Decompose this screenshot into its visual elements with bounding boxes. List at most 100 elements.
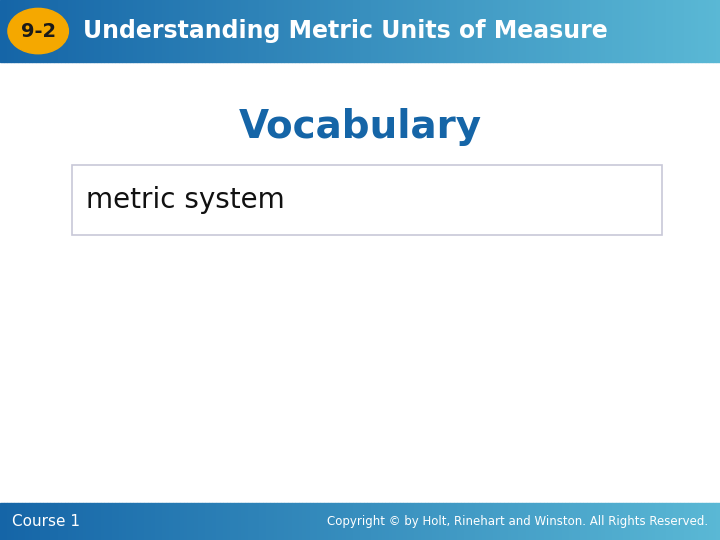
Bar <box>11 0 14 62</box>
Bar <box>295 503 299 540</box>
Text: Vocabulary: Vocabulary <box>238 108 482 146</box>
Bar <box>205 503 209 540</box>
Bar <box>551 503 554 540</box>
Bar <box>695 503 698 540</box>
Bar <box>76 503 79 540</box>
Bar <box>389 503 392 540</box>
Bar <box>4 0 7 62</box>
Bar <box>346 503 349 540</box>
Bar <box>569 0 572 62</box>
Bar <box>547 503 551 540</box>
Bar <box>223 0 227 62</box>
Bar <box>36 503 40 540</box>
Bar <box>490 503 493 540</box>
Bar <box>328 0 331 62</box>
Bar <box>569 503 572 540</box>
Bar <box>266 0 270 62</box>
Bar <box>572 503 576 540</box>
Bar <box>680 0 684 62</box>
Bar <box>292 0 295 62</box>
Bar <box>439 0 443 62</box>
Bar <box>338 0 342 62</box>
Bar <box>65 503 68 540</box>
Bar <box>587 0 590 62</box>
Bar <box>104 0 108 62</box>
Bar <box>529 503 533 540</box>
Bar <box>652 0 655 62</box>
Bar <box>439 503 443 540</box>
Bar <box>65 0 68 62</box>
Bar <box>234 0 238 62</box>
Bar <box>209 503 212 540</box>
Bar <box>637 0 641 62</box>
Bar <box>432 0 436 62</box>
Bar <box>112 503 115 540</box>
Bar <box>367 503 371 540</box>
Bar <box>400 0 403 62</box>
Bar <box>680 503 684 540</box>
Bar <box>58 0 61 62</box>
Bar <box>583 503 587 540</box>
Bar <box>392 0 396 62</box>
Bar <box>533 0 536 62</box>
Bar <box>356 503 360 540</box>
Bar <box>504 503 508 540</box>
Bar <box>605 503 608 540</box>
Bar <box>288 0 292 62</box>
Bar <box>32 0 36 62</box>
Bar <box>598 503 601 540</box>
Bar <box>619 503 623 540</box>
Bar <box>61 0 65 62</box>
Bar <box>230 0 234 62</box>
Bar <box>475 503 479 540</box>
Bar <box>652 503 655 540</box>
Bar <box>554 0 558 62</box>
Bar <box>558 503 562 540</box>
Bar <box>655 503 659 540</box>
Bar <box>331 0 335 62</box>
Bar <box>173 503 176 540</box>
Bar <box>616 503 619 540</box>
Bar <box>22 0 25 62</box>
Bar <box>364 503 367 540</box>
Bar <box>511 503 515 540</box>
Bar <box>562 503 565 540</box>
Bar <box>320 503 324 540</box>
Bar <box>522 0 526 62</box>
Bar <box>436 503 439 540</box>
Bar <box>666 503 670 540</box>
Bar <box>601 0 605 62</box>
Bar <box>259 0 263 62</box>
Bar <box>94 503 97 540</box>
Bar <box>166 503 169 540</box>
Bar <box>122 0 126 62</box>
Bar <box>634 0 637 62</box>
Bar <box>425 503 428 540</box>
Bar <box>169 0 173 62</box>
Text: metric system: metric system <box>86 186 285 214</box>
Bar <box>295 0 299 62</box>
Bar <box>83 0 86 62</box>
Bar <box>176 0 180 62</box>
Bar <box>641 503 644 540</box>
Bar <box>540 0 544 62</box>
Bar <box>97 503 101 540</box>
Bar <box>83 503 86 540</box>
Bar <box>666 0 670 62</box>
Bar <box>554 503 558 540</box>
Bar <box>104 503 108 540</box>
Bar <box>547 0 551 62</box>
Bar <box>396 503 400 540</box>
Bar <box>590 0 594 62</box>
Bar <box>151 503 155 540</box>
Bar <box>176 503 180 540</box>
Bar <box>230 503 234 540</box>
Bar <box>594 503 598 540</box>
Bar <box>421 503 425 540</box>
Bar <box>518 503 522 540</box>
Bar <box>576 503 580 540</box>
Bar <box>608 0 612 62</box>
Bar <box>306 503 310 540</box>
Bar <box>216 0 220 62</box>
Bar <box>515 0 518 62</box>
